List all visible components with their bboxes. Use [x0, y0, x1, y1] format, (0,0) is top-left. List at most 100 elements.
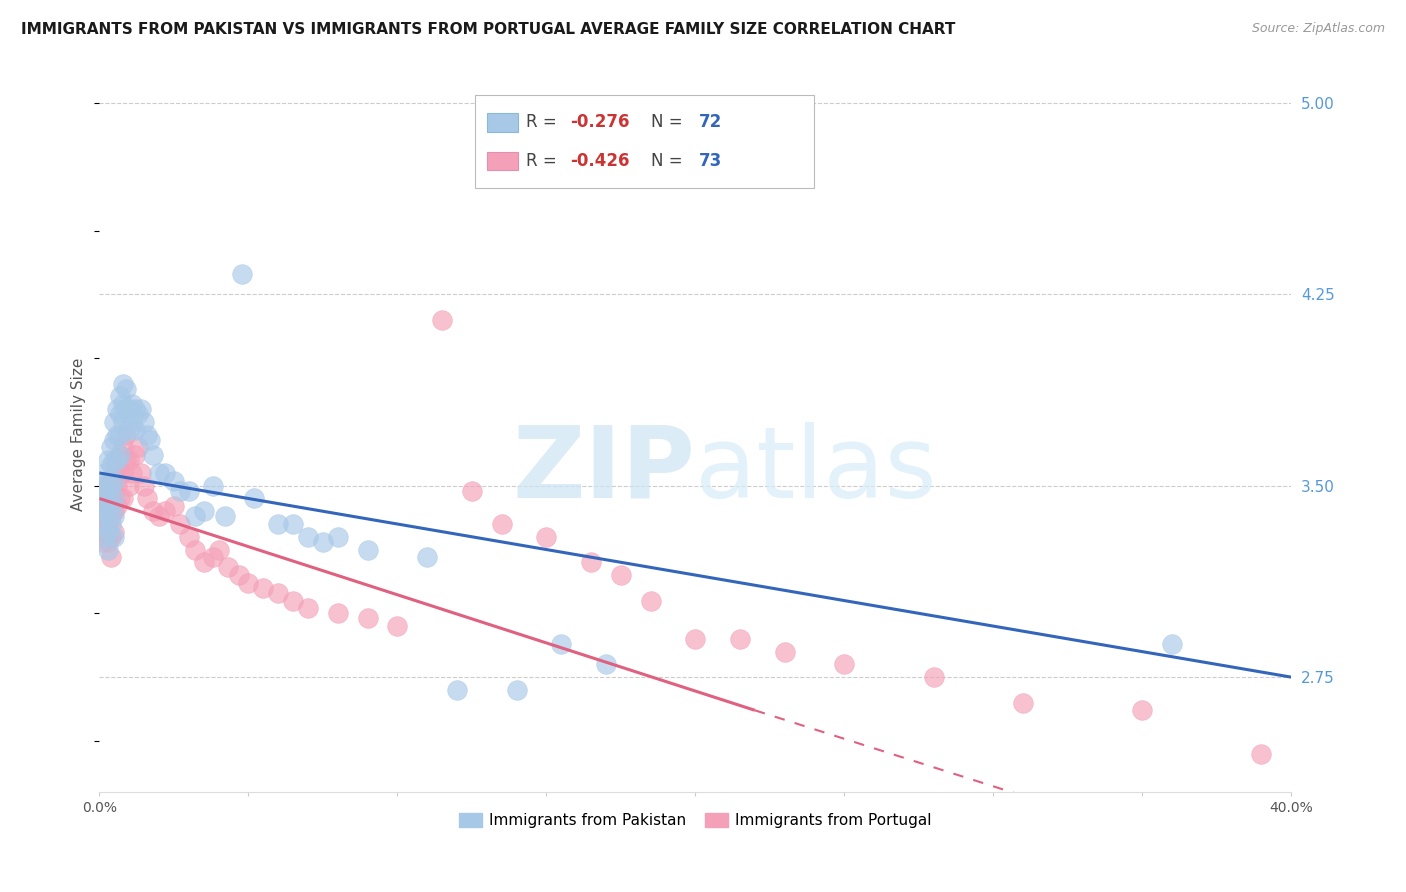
- Point: [97, 542, 120, 557]
- Point: [134, 479, 156, 493]
- Point: [91, 534, 114, 549]
- Point: [193, 504, 215, 518]
- Point: [103, 524, 125, 539]
- Point: [110, 389, 132, 403]
- Point: [100, 499, 122, 513]
- Text: 73: 73: [699, 152, 723, 170]
- Point: [153, 504, 176, 518]
- Point: [505, 682, 527, 697]
- Point: [100, 509, 122, 524]
- Point: [115, 402, 138, 417]
- Point: [112, 491, 135, 506]
- Point: [214, 509, 236, 524]
- Point: [238, 575, 260, 590]
- Point: [97, 509, 120, 524]
- Point: [97, 516, 120, 531]
- Point: [112, 466, 135, 480]
- Point: [127, 441, 149, 455]
- Point: [297, 601, 319, 615]
- Point: [142, 504, 165, 518]
- Point: [610, 568, 633, 582]
- Point: [387, 619, 409, 633]
- Text: N =: N =: [651, 152, 688, 170]
- Point: [148, 509, 170, 524]
- Point: [110, 466, 132, 480]
- Point: [356, 542, 378, 557]
- Point: [177, 530, 200, 544]
- Point: [129, 466, 152, 480]
- Point: [118, 423, 141, 437]
- Point: [94, 466, 117, 480]
- Point: [136, 491, 159, 506]
- Text: R =: R =: [526, 113, 562, 131]
- Point: [1012, 696, 1035, 710]
- Point: [94, 504, 117, 518]
- Point: [356, 611, 378, 625]
- Point: [1250, 747, 1272, 761]
- Text: N =: N =: [651, 113, 688, 131]
- Point: [103, 491, 125, 506]
- Point: [94, 504, 117, 518]
- Point: [134, 415, 156, 429]
- Point: [103, 474, 125, 488]
- Point: [124, 448, 146, 462]
- Point: [326, 530, 349, 544]
- Point: [105, 427, 128, 442]
- Point: [773, 645, 796, 659]
- Point: [103, 483, 125, 498]
- Point: [326, 607, 349, 621]
- FancyBboxPatch shape: [486, 113, 517, 132]
- Point: [100, 530, 122, 544]
- Point: [110, 427, 132, 442]
- Point: [124, 402, 146, 417]
- Point: [103, 530, 125, 544]
- Point: [112, 376, 135, 391]
- Point: [105, 479, 128, 493]
- Point: [115, 427, 138, 442]
- Point: [550, 637, 572, 651]
- Text: 72: 72: [699, 113, 723, 131]
- Point: [105, 499, 128, 513]
- Point: [536, 530, 558, 544]
- Point: [243, 491, 266, 506]
- Text: IMMIGRANTS FROM PAKISTAN VS IMMIGRANTS FROM PORTUGAL AVERAGE FAMILY SIZE CORRELA: IMMIGRANTS FROM PAKISTAN VS IMMIGRANTS F…: [21, 22, 956, 37]
- Point: [461, 483, 484, 498]
- Point: [103, 504, 125, 518]
- Point: [100, 441, 122, 455]
- Point: [115, 453, 138, 467]
- Point: [100, 491, 122, 506]
- Point: [832, 657, 855, 672]
- Point: [595, 657, 617, 672]
- Point: [91, 516, 114, 531]
- Point: [312, 534, 335, 549]
- Point: [148, 466, 170, 480]
- Point: [105, 453, 128, 467]
- Point: [267, 586, 290, 600]
- Point: [169, 483, 191, 498]
- Point: [177, 483, 200, 498]
- Y-axis label: Average Family Size: Average Family Size: [72, 358, 86, 511]
- Point: [139, 433, 162, 447]
- Point: [430, 313, 453, 327]
- Point: [100, 479, 122, 493]
- Point: [97, 524, 120, 539]
- Point: [207, 542, 229, 557]
- FancyBboxPatch shape: [475, 95, 814, 188]
- Point: [121, 415, 143, 429]
- Point: [100, 550, 122, 565]
- Point: [491, 516, 513, 531]
- Point: [91, 499, 114, 513]
- Point: [231, 267, 253, 281]
- Point: [446, 682, 468, 697]
- Point: [94, 530, 117, 544]
- Point: [103, 453, 125, 467]
- Point: [163, 499, 186, 513]
- Point: [169, 516, 191, 531]
- Point: [252, 581, 274, 595]
- Point: [94, 483, 117, 498]
- Point: [97, 474, 120, 488]
- Point: [579, 555, 602, 569]
- Point: [118, 402, 141, 417]
- Point: [100, 474, 122, 488]
- Point: [1161, 637, 1184, 651]
